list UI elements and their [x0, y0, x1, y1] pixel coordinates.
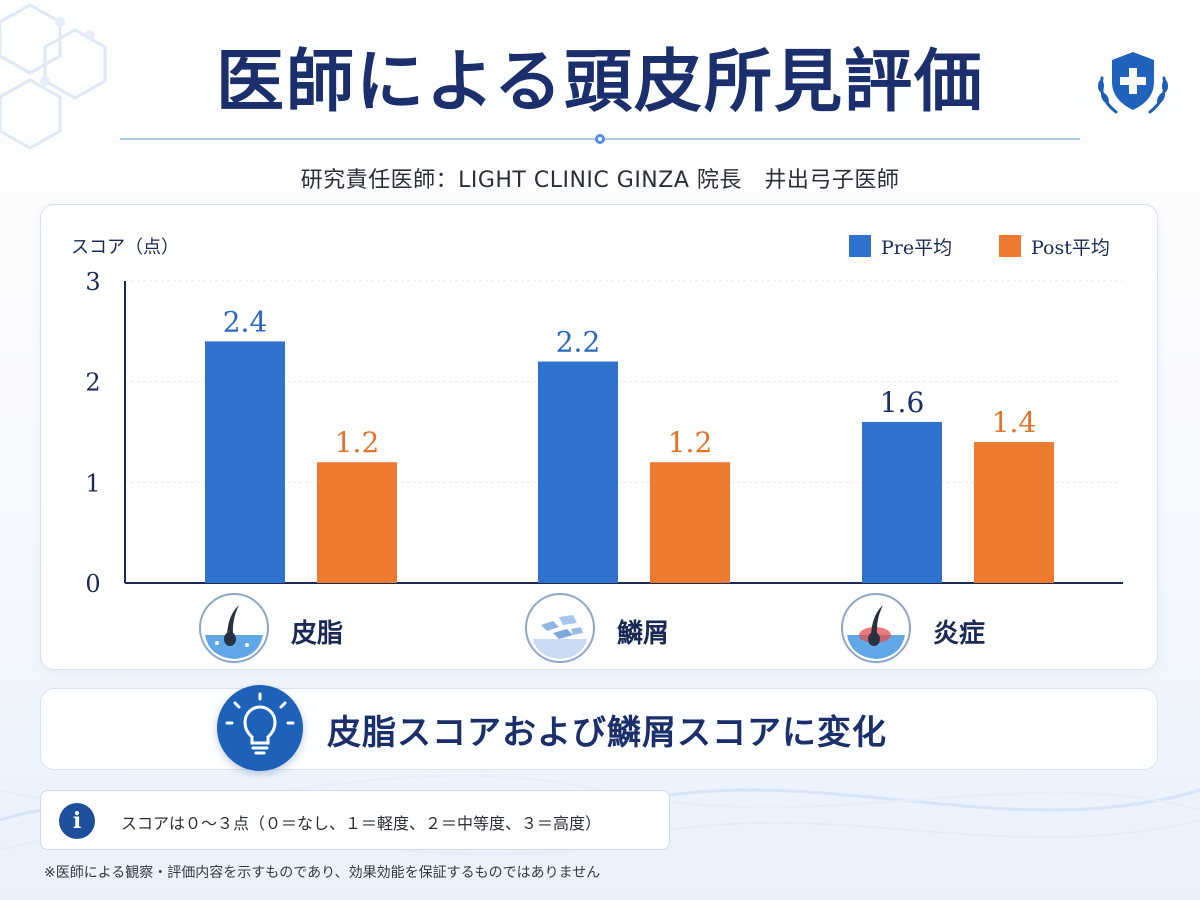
title-divider: [120, 134, 1080, 144]
summary-text: 皮脂スコアおよび鱗屑スコアに変化: [327, 713, 887, 753]
bar-post: [650, 462, 730, 583]
score-note: i スコアは０～３点（０＝なし、１＝軽度、２＝中等度、３＝高度）: [40, 790, 670, 850]
y-tick-label: 0: [85, 570, 100, 598]
y-tick-label: 3: [85, 268, 100, 296]
bar-chart: 0 1 2 3 スコア（点） Pre平均 Post平均 2.4 1.2 2.2 1.2 1.6 1.4: [71, 235, 1123, 598]
disclaimer: ※医師による観察・評価内容を示すものであり、効果効能を保証するものではありません: [44, 865, 601, 881]
page-title: 医師による頭皮所見評価: [216, 42, 984, 122]
legend-label-post: Post平均: [1031, 237, 1110, 259]
bar-post: [974, 442, 1054, 583]
category-label-inflammation: 炎症: [933, 619, 986, 649]
lightbulb-icon: [217, 685, 303, 771]
subtitle: 研究責任医師：LIGHT CLINIC GINZA 院長 井出弓子医師: [300, 168, 900, 193]
hexagon-decoration: [0, 3, 107, 150]
data-label: 2.2: [556, 326, 601, 359]
bar-post: [317, 462, 397, 583]
hair-follicle-sebum-icon: [199, 593, 269, 663]
legend-label-pre: Pre平均: [881, 237, 952, 259]
summary-banner: 皮脂スコアおよび鱗屑スコアに変化: [40, 685, 1158, 771]
data-label: 1.2: [335, 426, 380, 459]
bar-pre: [205, 341, 285, 583]
data-label: 2.4: [223, 305, 268, 338]
scalp-flakes-icon: [525, 593, 595, 663]
score-scale-text: スコアは０～３点（０＝なし、１＝軽度、２＝中等度、３＝高度）: [121, 814, 602, 833]
category-label-sebum: 皮脂: [291, 619, 344, 649]
data-label: 1.6: [880, 386, 925, 419]
category-label-scale: 鱗屑: [617, 619, 670, 649]
bar-pre: [538, 361, 618, 583]
info-icon: i: [59, 803, 95, 839]
legend-swatch-pre: [849, 235, 871, 257]
chart-panel: 0 1 2 3 スコア（点） Pre平均 Post平均 2.4 1.2 2.2 1.2 1.6 1.4 …: [40, 204, 1158, 670]
legend-swatch-post: [999, 235, 1021, 257]
inflamed-follicle-icon: [841, 593, 911, 663]
y-tick-label: 1: [85, 469, 100, 497]
data-label: 1.2: [668, 426, 713, 459]
data-label: 1.4: [992, 406, 1037, 439]
y-axis-label: スコア（点）: [71, 237, 179, 258]
medical-shield-icon: [1098, 52, 1168, 114]
bar-pre: [862, 421, 942, 583]
y-tick-label: 2: [85, 369, 100, 397]
